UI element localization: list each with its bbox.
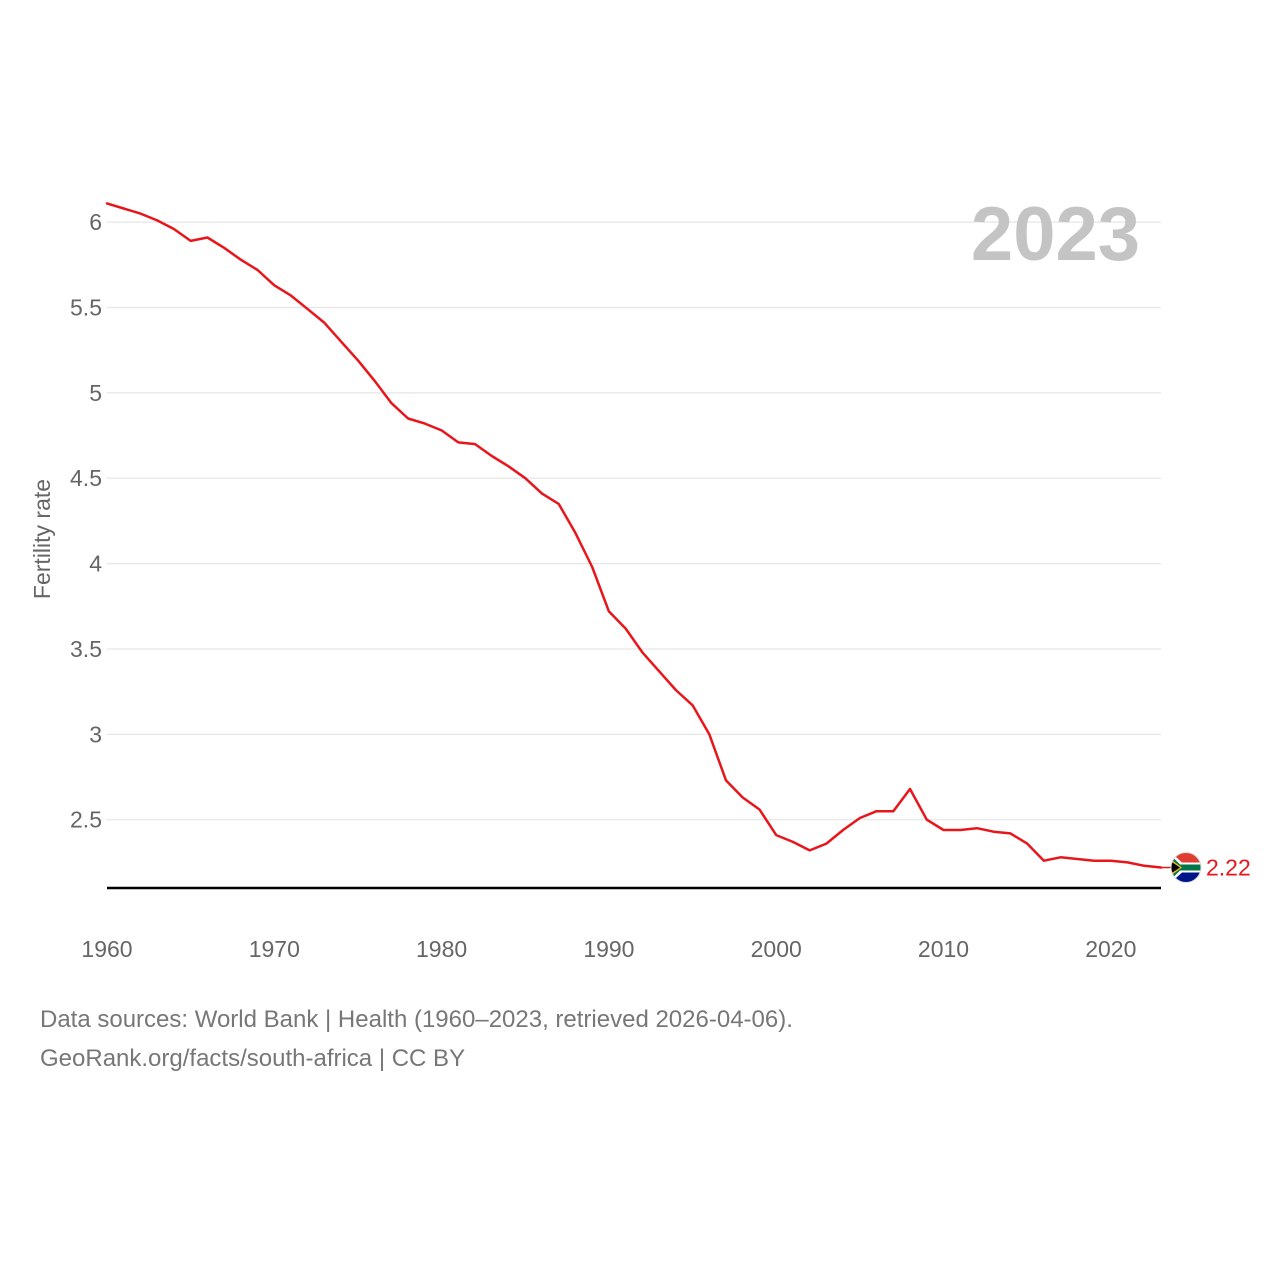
x-tick-label: 1980 xyxy=(416,936,467,962)
y-tick-label: 5.5 xyxy=(70,295,102,321)
x-tick-label: 2020 xyxy=(1085,936,1136,962)
y-axis-title: Fertility rate xyxy=(29,479,55,599)
x-tick-label: 1960 xyxy=(81,936,132,962)
y-tick-label: 2.5 xyxy=(70,807,102,833)
series-end-value-label: 2.22 xyxy=(1206,855,1251,881)
series-line-south-africa xyxy=(105,202,1163,869)
y-tick-label: 3.5 xyxy=(70,636,102,662)
y-tick-label: 5 xyxy=(89,380,102,406)
current-year-label: 2023 xyxy=(971,192,1140,277)
y-axis-ticks: 2.5 3 3.5 4 4.5 5 5.5 6 xyxy=(70,209,102,833)
x-tick-label: 2000 xyxy=(751,936,802,962)
series-layer xyxy=(105,202,1171,869)
y-tick-label: 3 xyxy=(89,721,102,747)
y-tick-label: 4.5 xyxy=(70,465,102,491)
footer-credit-link[interactable]: GeoRank.org/facts/south-africa | CC BY xyxy=(40,1045,466,1072)
y-tick-label: 4 xyxy=(89,551,102,577)
x-tick-label: 1970 xyxy=(249,936,300,962)
y-tick-label: 6 xyxy=(89,209,102,235)
south-africa-flag-icon[interactable] xyxy=(1170,852,1202,884)
x-tick-label: 1990 xyxy=(583,936,634,962)
x-axis-ticks: 1960 1970 1980 1990 2000 2010 2020 xyxy=(81,936,1136,962)
x-tick-label: 2010 xyxy=(918,936,969,962)
grid-lines xyxy=(107,221,1161,821)
footer-data-sources: Data sources: World Bank | Health (1960–… xyxy=(40,1006,793,1033)
